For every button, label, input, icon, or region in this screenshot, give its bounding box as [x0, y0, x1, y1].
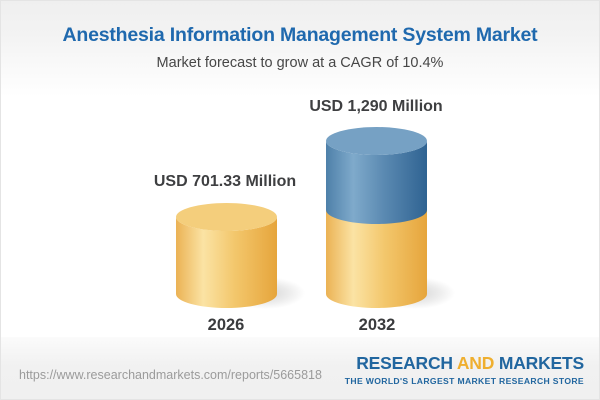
bar-2026-category-label: 2026 [207, 316, 245, 334]
bar-2032-base-segment [326, 210, 427, 308]
page-title: Anesthesia Information Management System… [62, 24, 538, 46]
research-and-markets-logo: RESEARCH AND MARKETS THE WORLD'S LARGEST… [344, 353, 584, 386]
report-url: https://www.researchandmarkets.com/repor… [19, 368, 322, 382]
bar-2032-growth-segment [326, 141, 427, 224]
logo-tagline: THE WORLD'S LARGEST MARKET RESEARCH STOR… [344, 375, 584, 386]
bar-2026-top-face [176, 203, 277, 231]
logo-wordmark: RESEARCH AND MARKETS [345, 353, 584, 373]
page-subtitle: Market forecast to grow at a CAGR of 10.… [156, 55, 444, 71]
logo-word-markets: MARKETS [498, 353, 584, 373]
bar-2032-category-label: 2032 [358, 316, 396, 334]
bar-2026-value-label: USD 701.33 Million [153, 173, 297, 190]
logo-word-and: AND [456, 353, 495, 373]
logo-word-research: RESEARCH [356, 353, 453, 373]
footer-band: https://www.researchandmarkets.com/repor… [1, 337, 599, 399]
bar-2032-top-face [326, 127, 427, 155]
header-band: Anesthesia Information Management System… [1, 1, 599, 97]
bar-2026-body [176, 217, 277, 308]
bar-2032-value-label: USD 1,290 Million [309, 98, 443, 115]
